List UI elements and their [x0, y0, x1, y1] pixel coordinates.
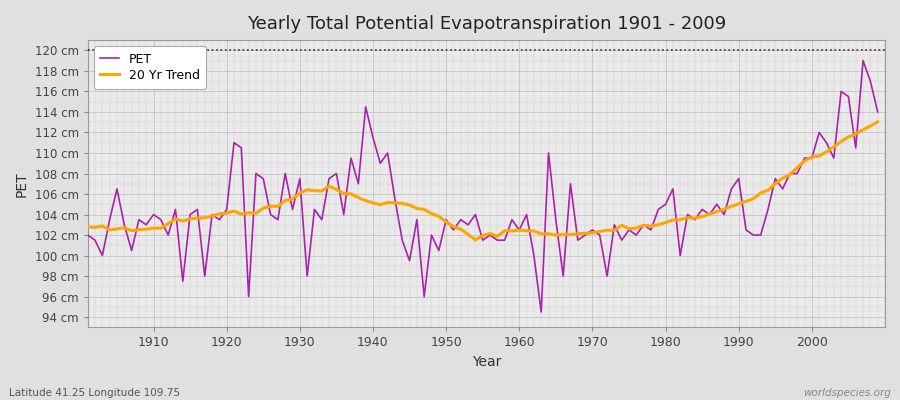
20 Yr Trend — [140, 227, 151, 232]
Text: worldspecies.org: worldspecies.org — [803, 388, 891, 398]
PET — [536, 310, 546, 314]
PET — [140, 222, 151, 227]
PET — [346, 156, 356, 160]
Legend: PET, 20 Yr Trend: PET, 20 Yr Trend — [94, 46, 206, 89]
Title: Yearly Total Potential Evapotranspiration 1901 - 2009: Yearly Total Potential Evapotranspiratio… — [247, 15, 726, 33]
PET — [82, 233, 93, 238]
20 Yr Trend — [470, 238, 481, 242]
PET — [872, 110, 883, 114]
20 Yr Trend — [514, 228, 525, 232]
20 Yr Trend — [521, 228, 532, 233]
20 Yr Trend — [302, 187, 312, 192]
20 Yr Trend — [609, 228, 620, 232]
PET — [514, 228, 525, 232]
PET — [507, 217, 517, 222]
20 Yr Trend — [346, 191, 356, 196]
Y-axis label: PET: PET — [15, 171, 29, 196]
Text: Latitude 41.25 Longitude 109.75: Latitude 41.25 Longitude 109.75 — [9, 388, 180, 398]
Line: 20 Yr Trend: 20 Yr Trend — [87, 122, 878, 240]
PET — [609, 222, 620, 227]
Line: PET: PET — [87, 61, 878, 312]
20 Yr Trend — [82, 224, 93, 229]
20 Yr Trend — [872, 119, 883, 124]
X-axis label: Year: Year — [472, 355, 501, 369]
PET — [302, 274, 312, 278]
PET — [858, 58, 868, 63]
